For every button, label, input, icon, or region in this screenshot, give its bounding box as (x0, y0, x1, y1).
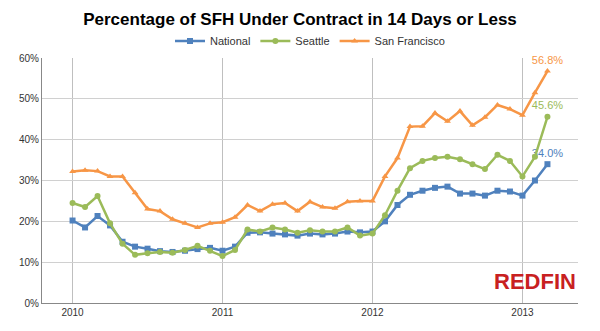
svg-text:10%: 10% (19, 257, 39, 268)
svg-text:20%: 20% (19, 216, 39, 227)
svg-text:REDFIN: REDFIN (494, 269, 576, 294)
svg-text:National: National (210, 35, 250, 47)
svg-text:30%: 30% (19, 175, 39, 186)
svg-text:50%: 50% (19, 93, 39, 104)
svg-text:2013: 2013 (511, 307, 534, 318)
svg-text:2011: 2011 (212, 307, 234, 318)
svg-text:San Francisco: San Francisco (375, 35, 445, 47)
svg-text:56.8%: 56.8% (532, 54, 563, 66)
svg-text:Seattle: Seattle (295, 35, 329, 47)
svg-text:60%: 60% (19, 53, 39, 64)
svg-text:40%: 40% (19, 134, 39, 145)
svg-text:45.6%: 45.6% (532, 99, 563, 111)
svg-text:Percentage of SFH Under Contra: Percentage of SFH Under Contract in 14 D… (83, 10, 517, 29)
svg-text:0%: 0% (25, 298, 40, 309)
svg-text:34.0%: 34.0% (532, 147, 563, 159)
svg-text:2012: 2012 (361, 307, 384, 318)
svg-text:2010: 2010 (61, 307, 84, 318)
